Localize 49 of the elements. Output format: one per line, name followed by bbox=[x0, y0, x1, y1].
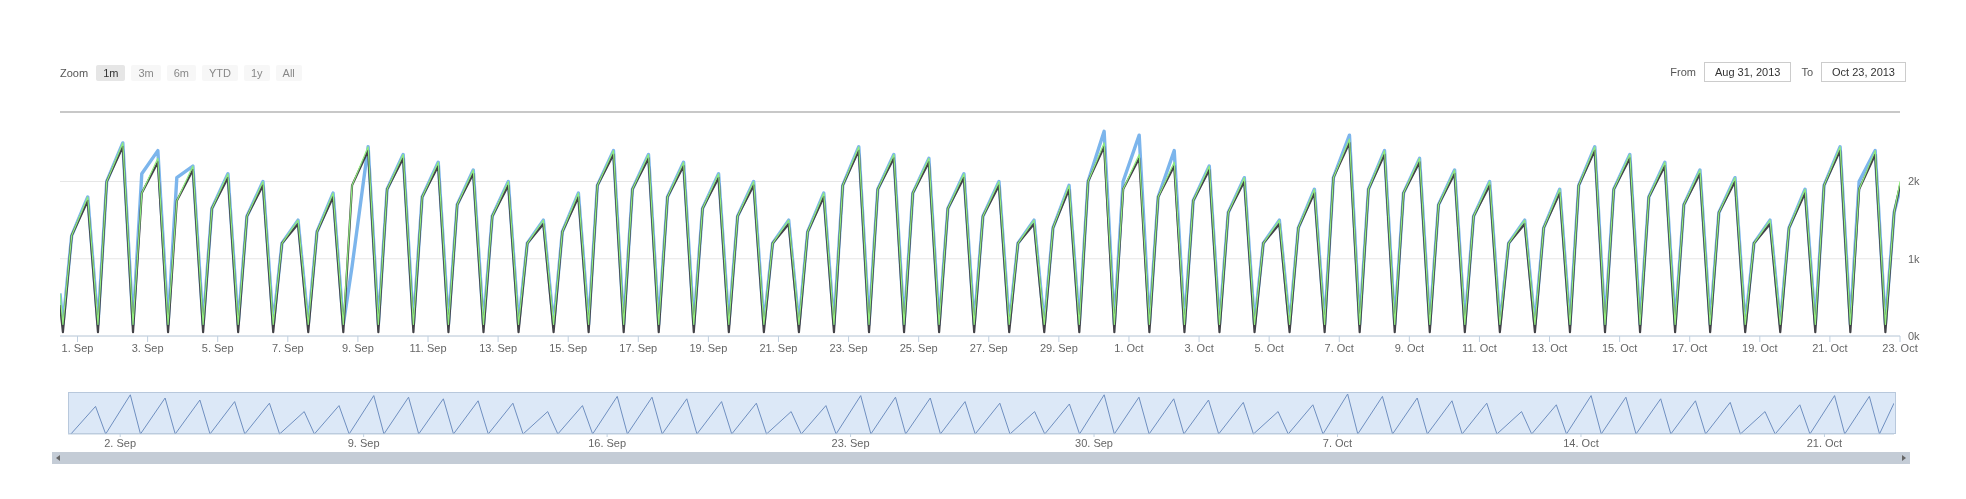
x-tick-label: 13. Sep bbox=[479, 341, 518, 354]
x-tick-label: 7. Oct bbox=[1324, 341, 1354, 354]
x-tick-label: 7. Sep bbox=[271, 341, 304, 354]
x-tick-label: 9. Oct bbox=[1394, 341, 1425, 354]
x-tick-label: 17. Oct bbox=[1671, 341, 1708, 354]
x-tick-label: 14. Oct bbox=[1563, 436, 1599, 449]
text: 3m bbox=[131, 65, 161, 81]
x-tick-label: 15. Sep bbox=[549, 341, 588, 354]
text: 1y bbox=[243, 65, 270, 81]
y-tick-label: 2k bbox=[1908, 175, 1921, 188]
x-tick-label: 23. Oct bbox=[1882, 341, 1918, 354]
x-tick-label: 5. Oct bbox=[1254, 341, 1284, 354]
x-tick-label: 16. Sep bbox=[588, 436, 627, 449]
x-tick-label: 19. Sep bbox=[689, 341, 728, 354]
text: Oct 23, 2013 bbox=[1821, 62, 1906, 82]
x-tick-label: 21. Oct bbox=[1806, 436, 1843, 449]
x-tick-label: 9. Sep bbox=[342, 341, 374, 354]
x-tick-label: 17. Sep bbox=[619, 341, 658, 354]
x-tick-label: 11. Sep bbox=[409, 341, 447, 354]
text: YTD bbox=[201, 65, 238, 81]
x-tick-label: 3. Oct bbox=[1184, 341, 1214, 354]
x-tick-label: 5. Sep bbox=[201, 341, 234, 354]
x-tick-label: 19. Oct bbox=[1742, 341, 1778, 354]
x-tick-label: 29. Sep bbox=[1039, 341, 1078, 354]
x-tick-label: 27. Sep bbox=[969, 341, 1008, 354]
x-tick-label: 23. Sep bbox=[831, 436, 870, 449]
y-tick-label: 1k bbox=[1908, 252, 1921, 265]
y-tick-label: 0k bbox=[1908, 329, 1921, 342]
text: From bbox=[1670, 66, 1696, 78]
x-tick-label: 30. Sep bbox=[1075, 436, 1113, 449]
text: 6m bbox=[166, 65, 196, 81]
x-tick-label: 7. Oct bbox=[1322, 436, 1353, 449]
x-tick-label: 21. Sep bbox=[759, 341, 798, 354]
x-tick-label: 13. Oct bbox=[1531, 341, 1568, 354]
x-tick-label: 9. Sep bbox=[347, 436, 380, 449]
x-tick-label: 1. Sep bbox=[61, 341, 94, 354]
text: Zoom bbox=[60, 67, 89, 79]
text: 1m bbox=[96, 65, 126, 81]
text: To bbox=[1801, 66, 1813, 78]
text: All bbox=[275, 65, 302, 81]
x-tick-label: 11. Oct bbox=[1462, 341, 1497, 354]
text: Aug 31, 2013 bbox=[1703, 62, 1792, 82]
x-tick-label: 23. Sep bbox=[829, 341, 868, 354]
x-tick-label: 3. Sep bbox=[131, 341, 164, 354]
x-tick-label: 1. Oct bbox=[1114, 341, 1144, 354]
x-tick-label: 25. Sep bbox=[899, 341, 938, 354]
x-tick-label: 15. Oct bbox=[1601, 341, 1638, 354]
x-tick-label: 2. Sep bbox=[104, 436, 137, 449]
x-tick-label: 21. Oct bbox=[1812, 341, 1848, 354]
